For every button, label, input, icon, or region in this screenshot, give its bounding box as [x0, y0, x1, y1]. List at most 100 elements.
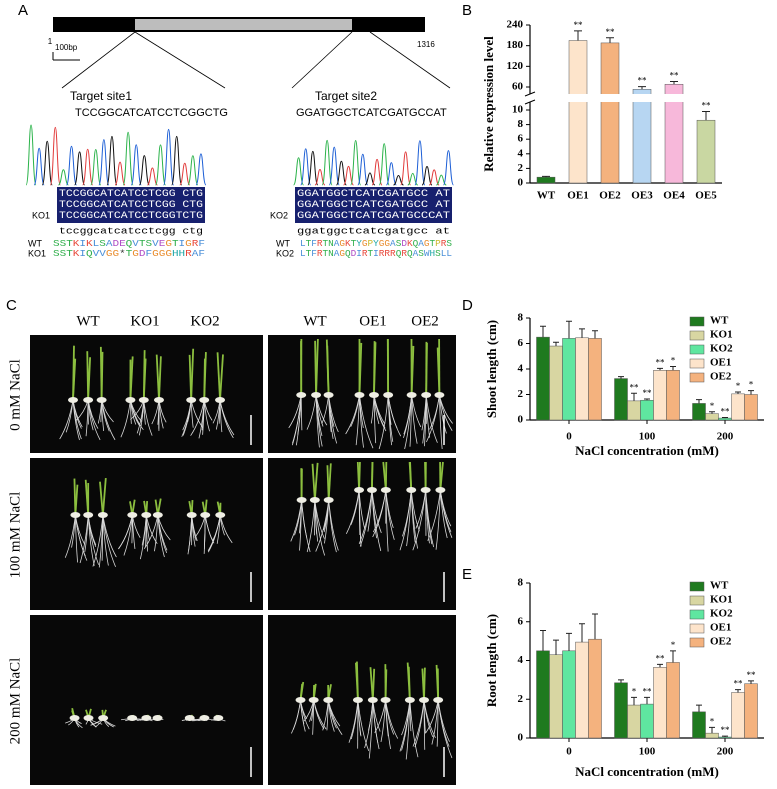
chromatogram-peak: [293, 157, 305, 186]
root: [314, 499, 318, 535]
legend-swatch: [689, 330, 705, 341]
root: [74, 514, 78, 563]
chromatogram-peak: [155, 144, 166, 186]
chromatogram-peak: [442, 150, 454, 186]
shoot: [384, 669, 388, 701]
seed: [380, 487, 391, 493]
significance: **: [702, 101, 712, 111]
seed: [354, 392, 365, 398]
target-sequence: GGATGGCTCATCGATGCCAT: [296, 107, 447, 119]
root: [359, 489, 373, 547]
shoot: [313, 462, 319, 501]
chromatogram-peak: [114, 161, 126, 186]
photo-cell: [30, 335, 263, 453]
y-axis-label: Root length (cm): [484, 614, 499, 707]
bar: [666, 370, 680, 421]
bar: [614, 682, 628, 739]
bar: [731, 692, 745, 739]
error-bar: [722, 416, 728, 419]
zoom-line: [291, 31, 353, 89]
shoot: [72, 345, 75, 401]
root: [64, 514, 76, 558]
root: [203, 514, 206, 549]
root: [438, 394, 447, 434]
seed: [295, 697, 306, 703]
root: [380, 699, 386, 743]
seed: [434, 392, 445, 398]
chromatogram-peak: [300, 148, 312, 186]
bar: [627, 704, 641, 739]
error-bar: [722, 735, 728, 738]
chromatogram-peak: [66, 145, 77, 186]
chromatogram-peak: [98, 139, 110, 186]
panel-label: D: [462, 297, 473, 314]
bar: [640, 703, 654, 739]
root: [145, 514, 148, 552]
seed: [404, 697, 415, 703]
shoot: [101, 478, 107, 516]
chromatogram-peak: [195, 153, 207, 186]
seed: [421, 392, 432, 398]
error-bar: [566, 320, 572, 339]
root: [315, 394, 320, 448]
chromatogram-peak: [371, 158, 383, 186]
seed: [127, 512, 138, 518]
root: [425, 394, 438, 443]
legend-label: OE2: [710, 636, 732, 648]
column-label: WT: [76, 313, 99, 329]
seed: [406, 392, 417, 398]
error-bar: [631, 696, 637, 706]
column-label: KO2: [190, 313, 219, 329]
chromatogram-peak: [385, 162, 397, 186]
error-bar: [735, 689, 741, 693]
seed: [366, 487, 377, 493]
error-bar: [540, 325, 546, 338]
gene-intron: [135, 19, 352, 30]
seed: [215, 397, 226, 403]
root: [358, 489, 362, 546]
seed: [308, 697, 319, 703]
seed: [127, 715, 138, 721]
significance: **: [747, 670, 757, 680]
seed: [125, 397, 136, 403]
shoot: [315, 338, 319, 396]
legend-label: KO2: [710, 343, 733, 355]
bar: [705, 413, 719, 421]
seed: [152, 715, 163, 721]
column-label: WT: [303, 313, 326, 329]
root: [143, 514, 159, 550]
seed: [380, 697, 391, 703]
root: [139, 514, 147, 560]
bar: [627, 400, 641, 421]
x-tick-label: OE2: [599, 190, 621, 202]
photo-cell: [30, 615, 263, 785]
root: [306, 394, 317, 430]
significance: **: [643, 388, 653, 398]
bar: [568, 40, 588, 184]
root: [288, 394, 302, 429]
chromatogram-peak: [171, 135, 183, 186]
error-bar: [696, 704, 702, 712]
significance: **: [721, 407, 731, 417]
row-label: 0 mM NaCl: [7, 359, 23, 431]
significance: *: [710, 401, 715, 411]
significance: **: [574, 20, 584, 30]
root: [190, 399, 205, 436]
seed: [141, 512, 152, 518]
seed: [199, 715, 210, 721]
seed: [68, 397, 79, 403]
chromatogram-peak: [421, 166, 433, 186]
legend-swatch: [689, 358, 705, 369]
chromatogram-peak: [147, 167, 158, 186]
chromatogram-peak: [122, 131, 134, 186]
error-bar: [657, 663, 663, 668]
bar: [696, 119, 716, 184]
y-tick-label: 8: [518, 577, 524, 589]
root: [328, 394, 332, 432]
shoot: [423, 667, 426, 701]
chromatogram-peak: [428, 169, 440, 186]
seed: [309, 497, 320, 503]
legend-label: WT: [710, 580, 729, 592]
error-bar: [631, 392, 637, 401]
